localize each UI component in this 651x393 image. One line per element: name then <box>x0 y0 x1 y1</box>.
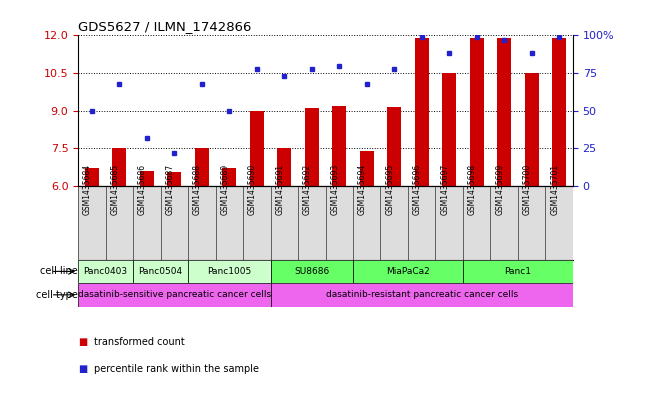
Text: GSM1435698: GSM1435698 <box>467 164 477 215</box>
Text: percentile rank within the sample: percentile rank within the sample <box>94 364 259 375</box>
Bar <box>167 172 181 186</box>
Text: Panc1005: Panc1005 <box>207 267 251 276</box>
Text: transformed count: transformed count <box>94 337 185 347</box>
Bar <box>470 38 484 186</box>
Bar <box>525 73 538 186</box>
Bar <box>78 260 133 283</box>
Text: dasatinib-resistant pancreatic cancer cells: dasatinib-resistant pancreatic cancer ce… <box>326 290 518 299</box>
Text: Panc1: Panc1 <box>505 267 531 276</box>
Text: GSM1435694: GSM1435694 <box>358 164 367 215</box>
Text: GSM1435684: GSM1435684 <box>83 164 92 215</box>
Bar <box>113 148 126 186</box>
Text: cell line: cell line <box>40 266 78 276</box>
Text: GSM1435687: GSM1435687 <box>165 164 174 215</box>
Text: GSM1435692: GSM1435692 <box>303 164 312 215</box>
Bar <box>333 106 346 186</box>
Text: GSM1435696: GSM1435696 <box>413 164 422 215</box>
Bar <box>195 148 209 186</box>
Bar <box>360 151 374 186</box>
Bar <box>387 107 401 186</box>
Text: dasatinib-sensitive pancreatic cancer cells: dasatinib-sensitive pancreatic cancer ce… <box>77 290 271 299</box>
Text: ■: ■ <box>78 364 87 375</box>
Text: GSM1435685: GSM1435685 <box>111 164 119 215</box>
Text: MiaPaCa2: MiaPaCa2 <box>386 267 430 276</box>
Text: GDS5627 / ILMN_1742866: GDS5627 / ILMN_1742866 <box>78 20 251 33</box>
Text: SU8686: SU8686 <box>294 267 329 276</box>
Bar <box>223 169 236 186</box>
Bar <box>463 260 573 283</box>
Bar <box>497 38 511 186</box>
Text: GSM1435695: GSM1435695 <box>385 164 395 215</box>
Bar <box>271 260 353 283</box>
Text: GSM1435700: GSM1435700 <box>523 164 532 215</box>
Bar <box>133 260 188 283</box>
Text: GSM1435688: GSM1435688 <box>193 164 202 215</box>
Text: Panc0504: Panc0504 <box>139 267 183 276</box>
Text: GSM1435686: GSM1435686 <box>138 164 147 215</box>
Bar <box>415 38 428 186</box>
Text: GSM1435691: GSM1435691 <box>275 164 284 215</box>
Bar <box>442 73 456 186</box>
Bar <box>140 171 154 186</box>
Bar <box>552 38 566 186</box>
Text: GSM1435690: GSM1435690 <box>248 164 256 215</box>
Bar <box>305 108 318 186</box>
Text: GSM1435699: GSM1435699 <box>495 164 504 215</box>
Bar <box>85 169 99 186</box>
Text: ■: ■ <box>78 337 87 347</box>
Bar <box>250 111 264 186</box>
Bar <box>188 260 271 283</box>
Text: cell type: cell type <box>36 290 78 300</box>
Text: GSM1435701: GSM1435701 <box>550 164 559 215</box>
Text: GSM1435697: GSM1435697 <box>440 164 449 215</box>
Bar <box>353 260 463 283</box>
Bar <box>78 283 271 307</box>
Bar <box>271 283 573 307</box>
Text: GSM1435689: GSM1435689 <box>220 164 229 215</box>
Bar <box>277 148 291 186</box>
Text: Panc0403: Panc0403 <box>83 267 128 276</box>
Text: GSM1435693: GSM1435693 <box>330 164 339 215</box>
